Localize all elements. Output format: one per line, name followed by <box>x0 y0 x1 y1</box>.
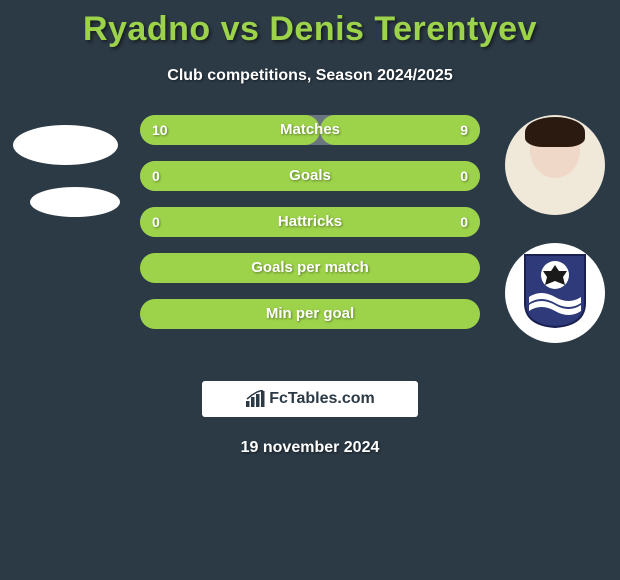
bar-value-left: 10 <box>152 115 168 145</box>
date-label: 19 november 2024 <box>0 439 620 457</box>
content-area: 10 Matches 9 0 Goals 0 0 Hattricks 0 Goa… <box>0 115 620 375</box>
comparison-infographic: Ryadno vs Denis Terentyev Club competiti… <box>0 0 620 580</box>
left-player-avatar <box>13 125 118 165</box>
bar-label: Goals per match <box>251 259 369 276</box>
right-club-avatar <box>505 243 605 343</box>
bar-label: Min per goal <box>266 305 354 322</box>
left-club-avatar <box>30 187 120 217</box>
bar-goals-per-match: Goals per match <box>140 253 480 283</box>
right-player-avatar <box>505 115 605 215</box>
bar-value-right: 9 <box>460 115 468 145</box>
bar-value-right: 0 <box>460 207 468 237</box>
branding-text: FcTables.com <box>269 381 375 417</box>
bar-label: Goals <box>289 167 331 184</box>
bar-hattricks: 0 Hattricks 0 <box>140 207 480 237</box>
right-player-column <box>490 115 620 343</box>
bar-fill-right <box>320 115 480 145</box>
chart-icon <box>245 390 265 408</box>
branding-badge: FcTables.com <box>202 381 418 417</box>
stat-bars: 10 Matches 9 0 Goals 0 0 Hattricks 0 Goa… <box>140 115 480 345</box>
bar-min-per-goal: Min per goal <box>140 299 480 329</box>
bar-value-right: 0 <box>460 161 468 191</box>
bar-label: Hattricks <box>278 213 342 230</box>
bar-value-left: 0 <box>152 207 160 237</box>
bar-value-left: 0 <box>152 161 160 191</box>
club-logo-icon <box>523 253 587 329</box>
page-subtitle: Club competitions, Season 2024/2025 <box>0 67 620 85</box>
bar-matches: 10 Matches 9 <box>140 115 480 145</box>
page-title: Ryadno vs Denis Terentyev <box>0 0 620 49</box>
left-player-column <box>0 115 130 217</box>
bar-label: Matches <box>280 121 340 138</box>
bar-goals: 0 Goals 0 <box>140 161 480 191</box>
